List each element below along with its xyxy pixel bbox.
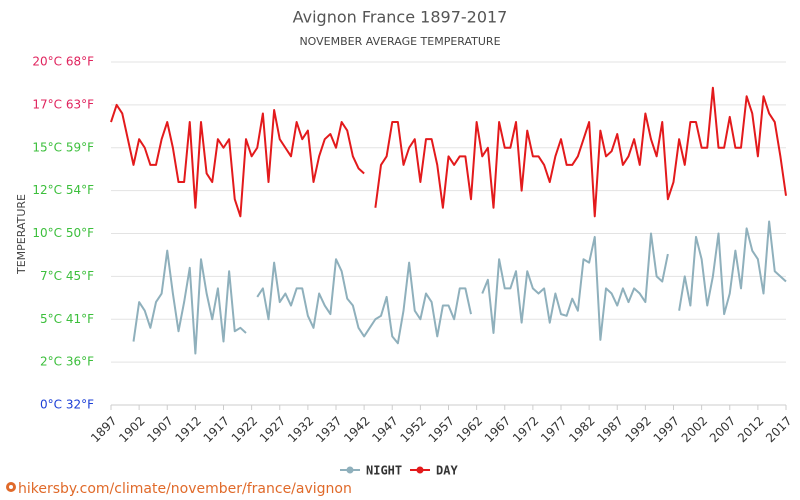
x-tick-label: 1927 bbox=[257, 414, 288, 445]
x-tick-label: 2007 bbox=[707, 414, 738, 445]
x-tick-label: 1992 bbox=[622, 414, 653, 445]
x-tick-label: 1902 bbox=[116, 414, 147, 445]
x-tick-label: 1917 bbox=[201, 414, 232, 445]
x-tick-label: 1942 bbox=[341, 414, 372, 445]
legend-marker bbox=[346, 466, 354, 474]
y-tick-label: 15°C 59°F bbox=[32, 140, 94, 154]
footer-icon bbox=[6, 482, 16, 492]
footer-link[interactable]: hikersby.com/climate/november/france/avi… bbox=[18, 481, 352, 497]
x-tick-label: 2002 bbox=[679, 414, 710, 445]
x-tick-label: 1972 bbox=[510, 414, 541, 445]
legend-marker bbox=[416, 466, 424, 474]
legend-label: NIGHT bbox=[366, 464, 402, 478]
legend-item: DAY bbox=[410, 464, 458, 478]
series-line bbox=[110, 103, 365, 218]
x-tick-label: 1947 bbox=[369, 414, 400, 445]
series-line bbox=[374, 86, 787, 218]
x-tick-label: 1962 bbox=[454, 414, 485, 445]
series-line bbox=[678, 220, 787, 316]
y-tick-label: 0°C 32°F bbox=[40, 398, 94, 412]
x-tick-label: 1982 bbox=[566, 414, 597, 445]
x-tick-label: 1957 bbox=[426, 414, 457, 445]
legend-item: NIGHT bbox=[340, 464, 402, 478]
x-tick-label: 1987 bbox=[594, 414, 625, 445]
series-line bbox=[256, 258, 472, 345]
x-tick-label: 2017 bbox=[763, 414, 794, 445]
chart-title: Avignon France 1897-2017 bbox=[293, 8, 508, 27]
x-tick-label: 1937 bbox=[313, 414, 344, 445]
x-tick-label: 1897 bbox=[88, 414, 119, 445]
x-tick-label: 1922 bbox=[229, 414, 260, 445]
x-tick-label: 1952 bbox=[397, 414, 428, 445]
y-tick-label: 17°C 63°F bbox=[32, 97, 94, 111]
y-tick-label: 12°C 54°F bbox=[32, 183, 94, 197]
x-tick-label: 2012 bbox=[735, 414, 766, 445]
x-tick-label: 1967 bbox=[482, 414, 513, 445]
y-tick-label: 2°C 36°F bbox=[40, 355, 94, 369]
y-tick-label: 7°C 45°F bbox=[40, 269, 94, 283]
x-tick-label: 1932 bbox=[285, 414, 316, 445]
x-tick-label: 1907 bbox=[144, 414, 175, 445]
x-tick-label: 1977 bbox=[538, 414, 569, 445]
y-axis-title: TEMPERATURE bbox=[15, 194, 28, 275]
x-tick-label: 1997 bbox=[651, 414, 682, 445]
y-tick-label: 20°C 68°F bbox=[32, 55, 94, 69]
series-line bbox=[481, 232, 669, 341]
y-tick-label: 5°C 41°F bbox=[40, 312, 94, 326]
legend-label: DAY bbox=[436, 464, 458, 478]
y-tick-label: 10°C 50°F bbox=[32, 226, 94, 240]
x-tick-label: 1912 bbox=[172, 414, 203, 445]
chart-subtitle: NOVEMBER AVERAGE TEMPERATURE bbox=[299, 35, 500, 48]
series-line bbox=[132, 249, 247, 355]
